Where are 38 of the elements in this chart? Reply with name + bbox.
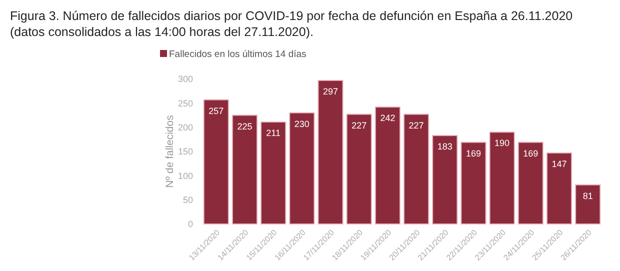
bar (546, 152, 572, 224)
bar (374, 106, 400, 224)
bar (232, 114, 258, 224)
data-label: 242 (380, 113, 396, 124)
y-tick-label: 250 (178, 98, 193, 108)
bar (404, 114, 430, 224)
data-label: 227 (408, 120, 424, 130)
bar (346, 114, 372, 224)
data-label: 257 (208, 106, 224, 116)
data-label: 147 (552, 158, 567, 169)
y-tick-label: 200 (178, 122, 193, 132)
data-label: 169 (466, 148, 481, 158)
bar (318, 80, 344, 224)
y-axis-title: Nº de fallecidos (164, 115, 176, 188)
data-label: 183 (437, 142, 452, 152)
bar (289, 112, 315, 224)
data-label: 227 (352, 120, 367, 130)
y-tick-label: 150 (178, 146, 193, 157)
bar (460, 142, 486, 224)
bar (432, 135, 458, 224)
bar (489, 132, 515, 224)
y-tick-label: 100 (178, 170, 193, 181)
data-label: 297 (323, 86, 338, 96)
bar (260, 122, 286, 224)
bar (575, 184, 601, 224)
y-tick-label: 50 (182, 194, 193, 205)
data-label: 81 (582, 190, 593, 201)
data-label: 190 (494, 138, 510, 148)
bar (203, 99, 229, 224)
data-label: 169 (523, 148, 538, 158)
bar (518, 142, 544, 224)
text: Fallecidos en los últimos 14 días (169, 49, 307, 60)
chart-title: Figura 3. Número de fallecidos diarios por COVID-19 por fecha de defunción en España a 26.11.2020 (datos consolidados a las 14:00 horas del 27.11.2020). (10, 9, 573, 39)
data-label: 225 (237, 121, 252, 132)
y-tick-label: 0 (188, 219, 193, 230)
data-label: 230 (294, 118, 310, 129)
y-tick-label: 300 (178, 74, 193, 84)
data-label: 211 (266, 128, 281, 138)
